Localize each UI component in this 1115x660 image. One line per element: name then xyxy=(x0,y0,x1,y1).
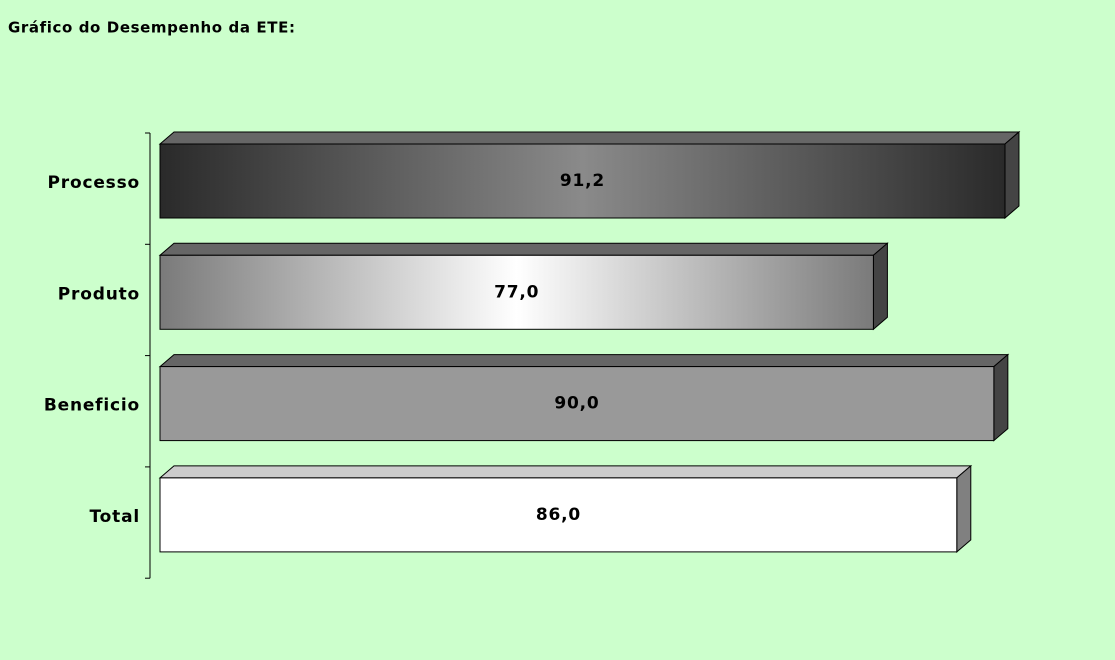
value-label: 90,0 xyxy=(554,394,599,414)
bar-top xyxy=(158,354,1010,368)
bar-side xyxy=(993,353,1009,442)
bar xyxy=(159,254,874,330)
chart-title: Gráfico do Desempenho da ETE: xyxy=(8,19,296,37)
bar-top xyxy=(158,465,973,479)
bar xyxy=(159,477,958,553)
y-tick-label: Produto xyxy=(58,284,140,304)
y-tick-label: Total xyxy=(90,507,140,527)
value-label: 77,0 xyxy=(494,282,539,302)
bar xyxy=(159,366,995,442)
bar-side xyxy=(872,242,888,331)
bar-side xyxy=(956,464,972,553)
bar-top xyxy=(158,242,889,256)
bar-top xyxy=(158,131,1021,145)
value-label: 86,0 xyxy=(536,505,581,525)
y-tick-label: Beneficio xyxy=(44,396,140,416)
value-label: 91,2 xyxy=(560,171,605,191)
bar xyxy=(159,143,1006,219)
y-tick-label: Processo xyxy=(48,173,140,193)
bar-side xyxy=(1004,130,1020,220)
